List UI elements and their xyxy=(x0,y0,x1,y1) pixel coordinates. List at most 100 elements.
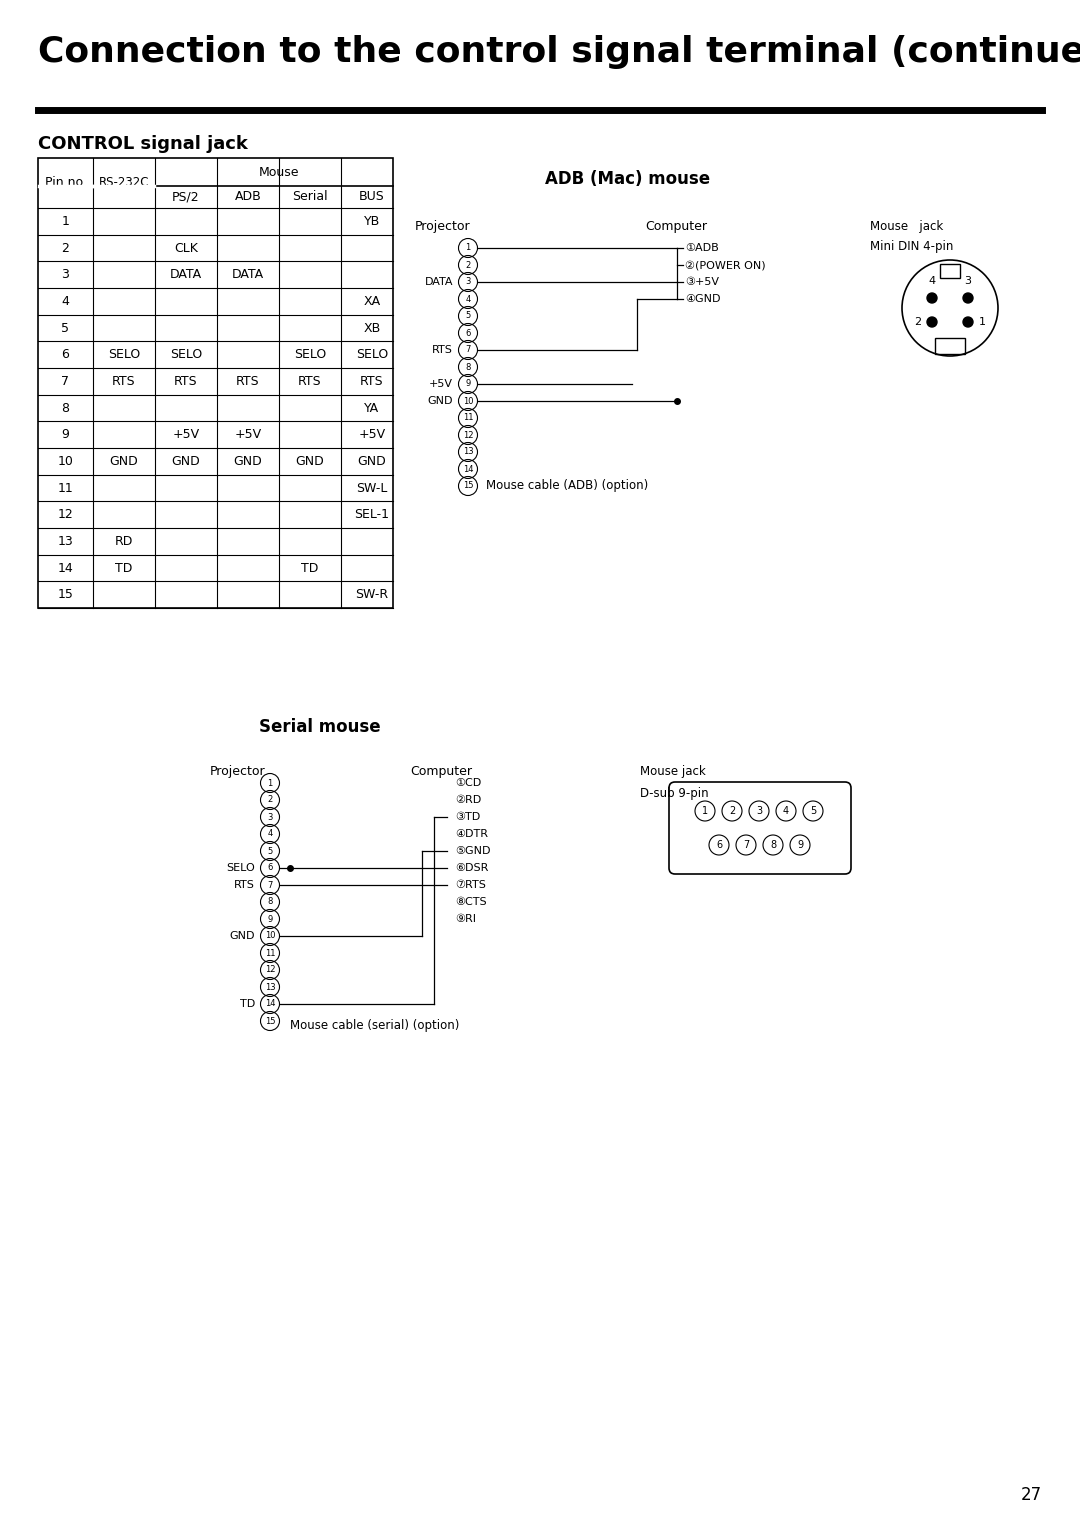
Text: 8: 8 xyxy=(62,402,69,414)
Text: BUS: BUS xyxy=(360,191,384,203)
Text: 4: 4 xyxy=(268,830,272,839)
Text: 6: 6 xyxy=(62,348,69,361)
Text: RTS: RTS xyxy=(237,374,260,388)
Circle shape xyxy=(963,316,973,327)
Text: 8: 8 xyxy=(268,897,272,906)
Text: 2: 2 xyxy=(465,260,471,269)
Text: Mouse cable (serial) (option): Mouse cable (serial) (option) xyxy=(291,1019,459,1033)
Text: 11: 11 xyxy=(462,414,473,423)
Text: DATA: DATA xyxy=(424,277,453,287)
Text: ⑨RI: ⑨RI xyxy=(455,914,476,924)
Text: 14: 14 xyxy=(57,561,73,575)
Bar xyxy=(38,157,393,608)
Text: RTS: RTS xyxy=(174,374,198,388)
Text: 7: 7 xyxy=(465,345,471,354)
Text: ④DTR: ④DTR xyxy=(455,830,488,839)
Text: RD: RD xyxy=(114,535,133,549)
Text: 27: 27 xyxy=(1021,1487,1042,1504)
Text: 1: 1 xyxy=(62,215,69,228)
Text: ②(POWER ON): ②(POWER ON) xyxy=(685,260,766,270)
Text: GND: GND xyxy=(357,455,387,468)
Text: 12: 12 xyxy=(462,431,473,440)
Text: 5: 5 xyxy=(268,847,272,856)
Text: 2: 2 xyxy=(62,241,69,255)
Text: RS-232C: RS-232C xyxy=(98,177,149,189)
Text: CLK: CLK xyxy=(174,241,198,255)
Text: GND: GND xyxy=(110,455,138,468)
Text: 1: 1 xyxy=(978,316,986,327)
Text: GND: GND xyxy=(233,455,262,468)
Text: 13: 13 xyxy=(265,983,275,992)
Text: 5: 5 xyxy=(62,321,69,335)
Circle shape xyxy=(963,293,973,303)
Text: 4: 4 xyxy=(783,805,789,816)
Text: ②RD: ②RD xyxy=(455,795,482,805)
Text: 1: 1 xyxy=(702,805,708,816)
Circle shape xyxy=(927,293,937,303)
Text: 7: 7 xyxy=(268,880,272,889)
Text: 14: 14 xyxy=(265,999,275,1008)
Text: 9: 9 xyxy=(797,840,804,850)
Text: 15: 15 xyxy=(265,1016,275,1025)
Text: 7: 7 xyxy=(62,374,69,388)
Text: 2: 2 xyxy=(915,316,921,327)
Text: GND: GND xyxy=(172,455,201,468)
Text: 15: 15 xyxy=(57,588,73,601)
Text: 9: 9 xyxy=(465,379,471,388)
Text: SEL-1: SEL-1 xyxy=(354,509,390,521)
Text: 3: 3 xyxy=(756,805,762,816)
Text: 7: 7 xyxy=(743,840,750,850)
Text: 4: 4 xyxy=(465,295,471,304)
Text: 6: 6 xyxy=(268,863,272,872)
Text: TD: TD xyxy=(116,561,133,575)
Text: 1: 1 xyxy=(268,778,272,787)
Text: XB: XB xyxy=(363,321,380,335)
Text: Mini DIN 4-pin: Mini DIN 4-pin xyxy=(870,240,954,254)
Text: 13: 13 xyxy=(57,535,73,549)
Text: Mouse   jack: Mouse jack xyxy=(870,220,943,232)
Text: 8: 8 xyxy=(770,840,777,850)
Text: Projector: Projector xyxy=(415,220,471,232)
Text: CONTROL signal jack: CONTROL signal jack xyxy=(38,134,248,153)
Bar xyxy=(940,264,960,278)
Text: 3: 3 xyxy=(964,277,972,286)
Text: Projector: Projector xyxy=(210,766,266,778)
Text: Serial: Serial xyxy=(293,191,328,203)
Text: ①CD: ①CD xyxy=(455,778,482,788)
Text: 10: 10 xyxy=(57,455,73,468)
Text: Mouse: Mouse xyxy=(259,165,299,179)
Text: 2: 2 xyxy=(729,805,735,816)
Text: PS/2: PS/2 xyxy=(172,191,200,203)
Text: 1: 1 xyxy=(465,243,471,252)
Text: RTS: RTS xyxy=(432,345,453,354)
Text: 2: 2 xyxy=(268,796,272,805)
Text: +5V: +5V xyxy=(173,428,200,442)
Text: GND: GND xyxy=(229,931,255,941)
Text: RTS: RTS xyxy=(361,374,383,388)
Text: 9: 9 xyxy=(268,914,272,923)
Text: SELO: SELO xyxy=(294,348,326,361)
Text: 8: 8 xyxy=(465,362,471,371)
Text: GND: GND xyxy=(296,455,324,468)
Text: +5V: +5V xyxy=(234,428,261,442)
Text: Computer: Computer xyxy=(410,766,472,778)
Text: GND: GND xyxy=(428,396,453,406)
Text: 9: 9 xyxy=(62,428,69,442)
Text: Computer: Computer xyxy=(645,220,707,232)
Text: DATA: DATA xyxy=(232,269,265,281)
Text: SELO: SELO xyxy=(356,348,388,361)
Text: 4: 4 xyxy=(929,277,935,286)
Text: 3: 3 xyxy=(268,813,272,822)
Bar xyxy=(935,338,966,354)
Text: ③TD: ③TD xyxy=(455,811,481,822)
Text: 3: 3 xyxy=(62,269,69,281)
Text: SW-L: SW-L xyxy=(356,481,388,495)
Text: +5V: +5V xyxy=(359,428,386,442)
Text: +5V: +5V xyxy=(429,379,453,390)
Text: 5: 5 xyxy=(465,312,471,321)
Text: XA: XA xyxy=(364,295,380,307)
Text: 4: 4 xyxy=(62,295,69,307)
Text: 6: 6 xyxy=(716,840,723,850)
Text: 11: 11 xyxy=(57,481,73,495)
Text: 10: 10 xyxy=(462,396,473,405)
